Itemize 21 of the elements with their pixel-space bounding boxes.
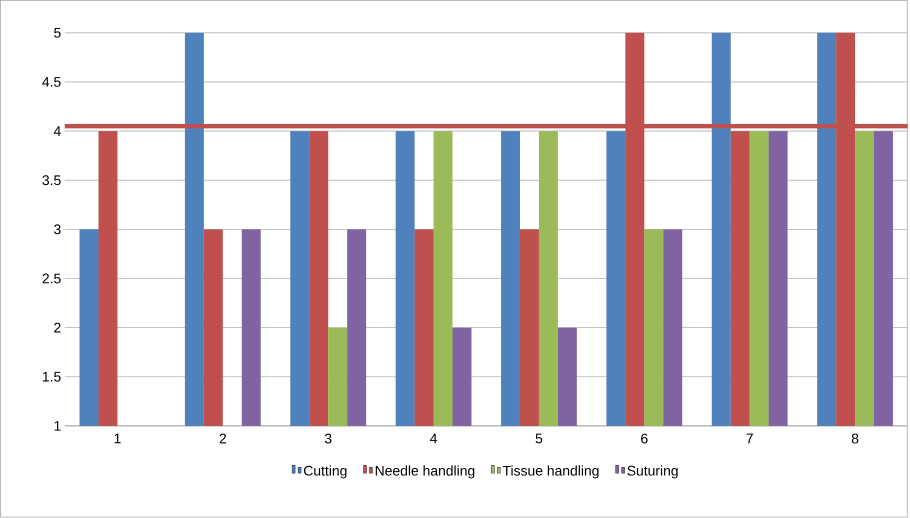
- y-tick-label: 2: [54, 322, 61, 333]
- x-tick-label: 5: [536, 434, 542, 444]
- x-tick-label: 6: [641, 434, 648, 444]
- legend-label: Cutting: [304, 466, 346, 479]
- y-tick-label: 3.5: [42, 175, 61, 186]
- x-tick-label: 3: [324, 434, 332, 444]
- y-tick-label: 2.5: [42, 274, 61, 284]
- x-tick-label: 1: [114, 434, 121, 444]
- y-tick-label: 4.5: [42, 77, 61, 88]
- x-tick-label: 2: [220, 434, 226, 444]
- y-tick-label: 3: [54, 224, 61, 234]
- y-tick-label: 5: [54, 28, 61, 38]
- y-tick-label: 4: [54, 126, 61, 136]
- legend-label: Needle handling: [376, 466, 474, 479]
- legend-label: Suturing: [627, 466, 678, 479]
- y-tick-label: 1: [54, 421, 61, 431]
- x-tick-label: 7: [746, 434, 753, 444]
- x-tick-label: 8: [852, 434, 858, 444]
- x-tick-label: 4: [430, 434, 438, 444]
- y-tick-label: 1.5: [42, 372, 61, 382]
- legend-label: Tissue handling: [502, 466, 599, 479]
